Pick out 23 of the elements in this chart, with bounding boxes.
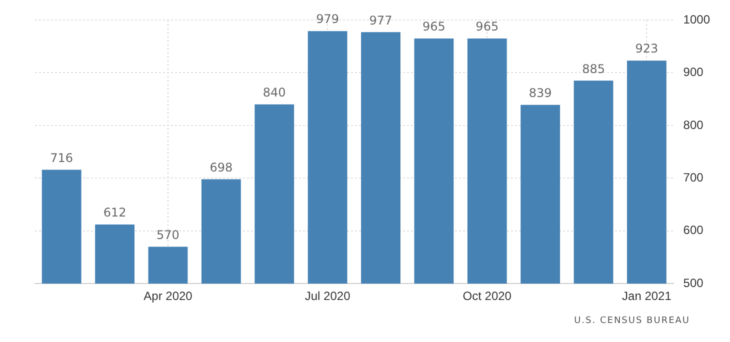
- data-label: 885: [582, 62, 605, 76]
- y-tick-label: 900: [683, 65, 704, 80]
- data-label: 612: [103, 206, 126, 220]
- y-tick-label: 1000: [683, 12, 710, 26]
- x-tick-label: Apr 2020: [144, 289, 193, 304]
- data-label: 698: [210, 160, 233, 174]
- y-tick-label: 500: [683, 276, 704, 290]
- data-label: 570: [156, 228, 180, 242]
- data-label: 923: [635, 42, 658, 56]
- data-label: 839: [528, 86, 552, 100]
- data-label: 840: [262, 85, 286, 100]
- x-tick-label: Jul 2020: [304, 289, 351, 304]
- x-tick-label: Jan 2021: [622, 289, 672, 304]
- data-label: 965: [422, 20, 446, 34]
- x-tick-label: Oct 2020: [462, 289, 512, 304]
- y-tick-label: 700: [683, 170, 704, 184]
- y-tick-label: 800: [683, 118, 704, 132]
- data-label: 977: [369, 13, 392, 28]
- data-label: 716: [50, 150, 74, 165]
- data-label: 979: [316, 12, 340, 26]
- data-label: 965: [476, 20, 499, 34]
- text: U.S. CENSUS BUREAU: [574, 316, 690, 326]
- y-tick-label: 600: [683, 223, 704, 238]
